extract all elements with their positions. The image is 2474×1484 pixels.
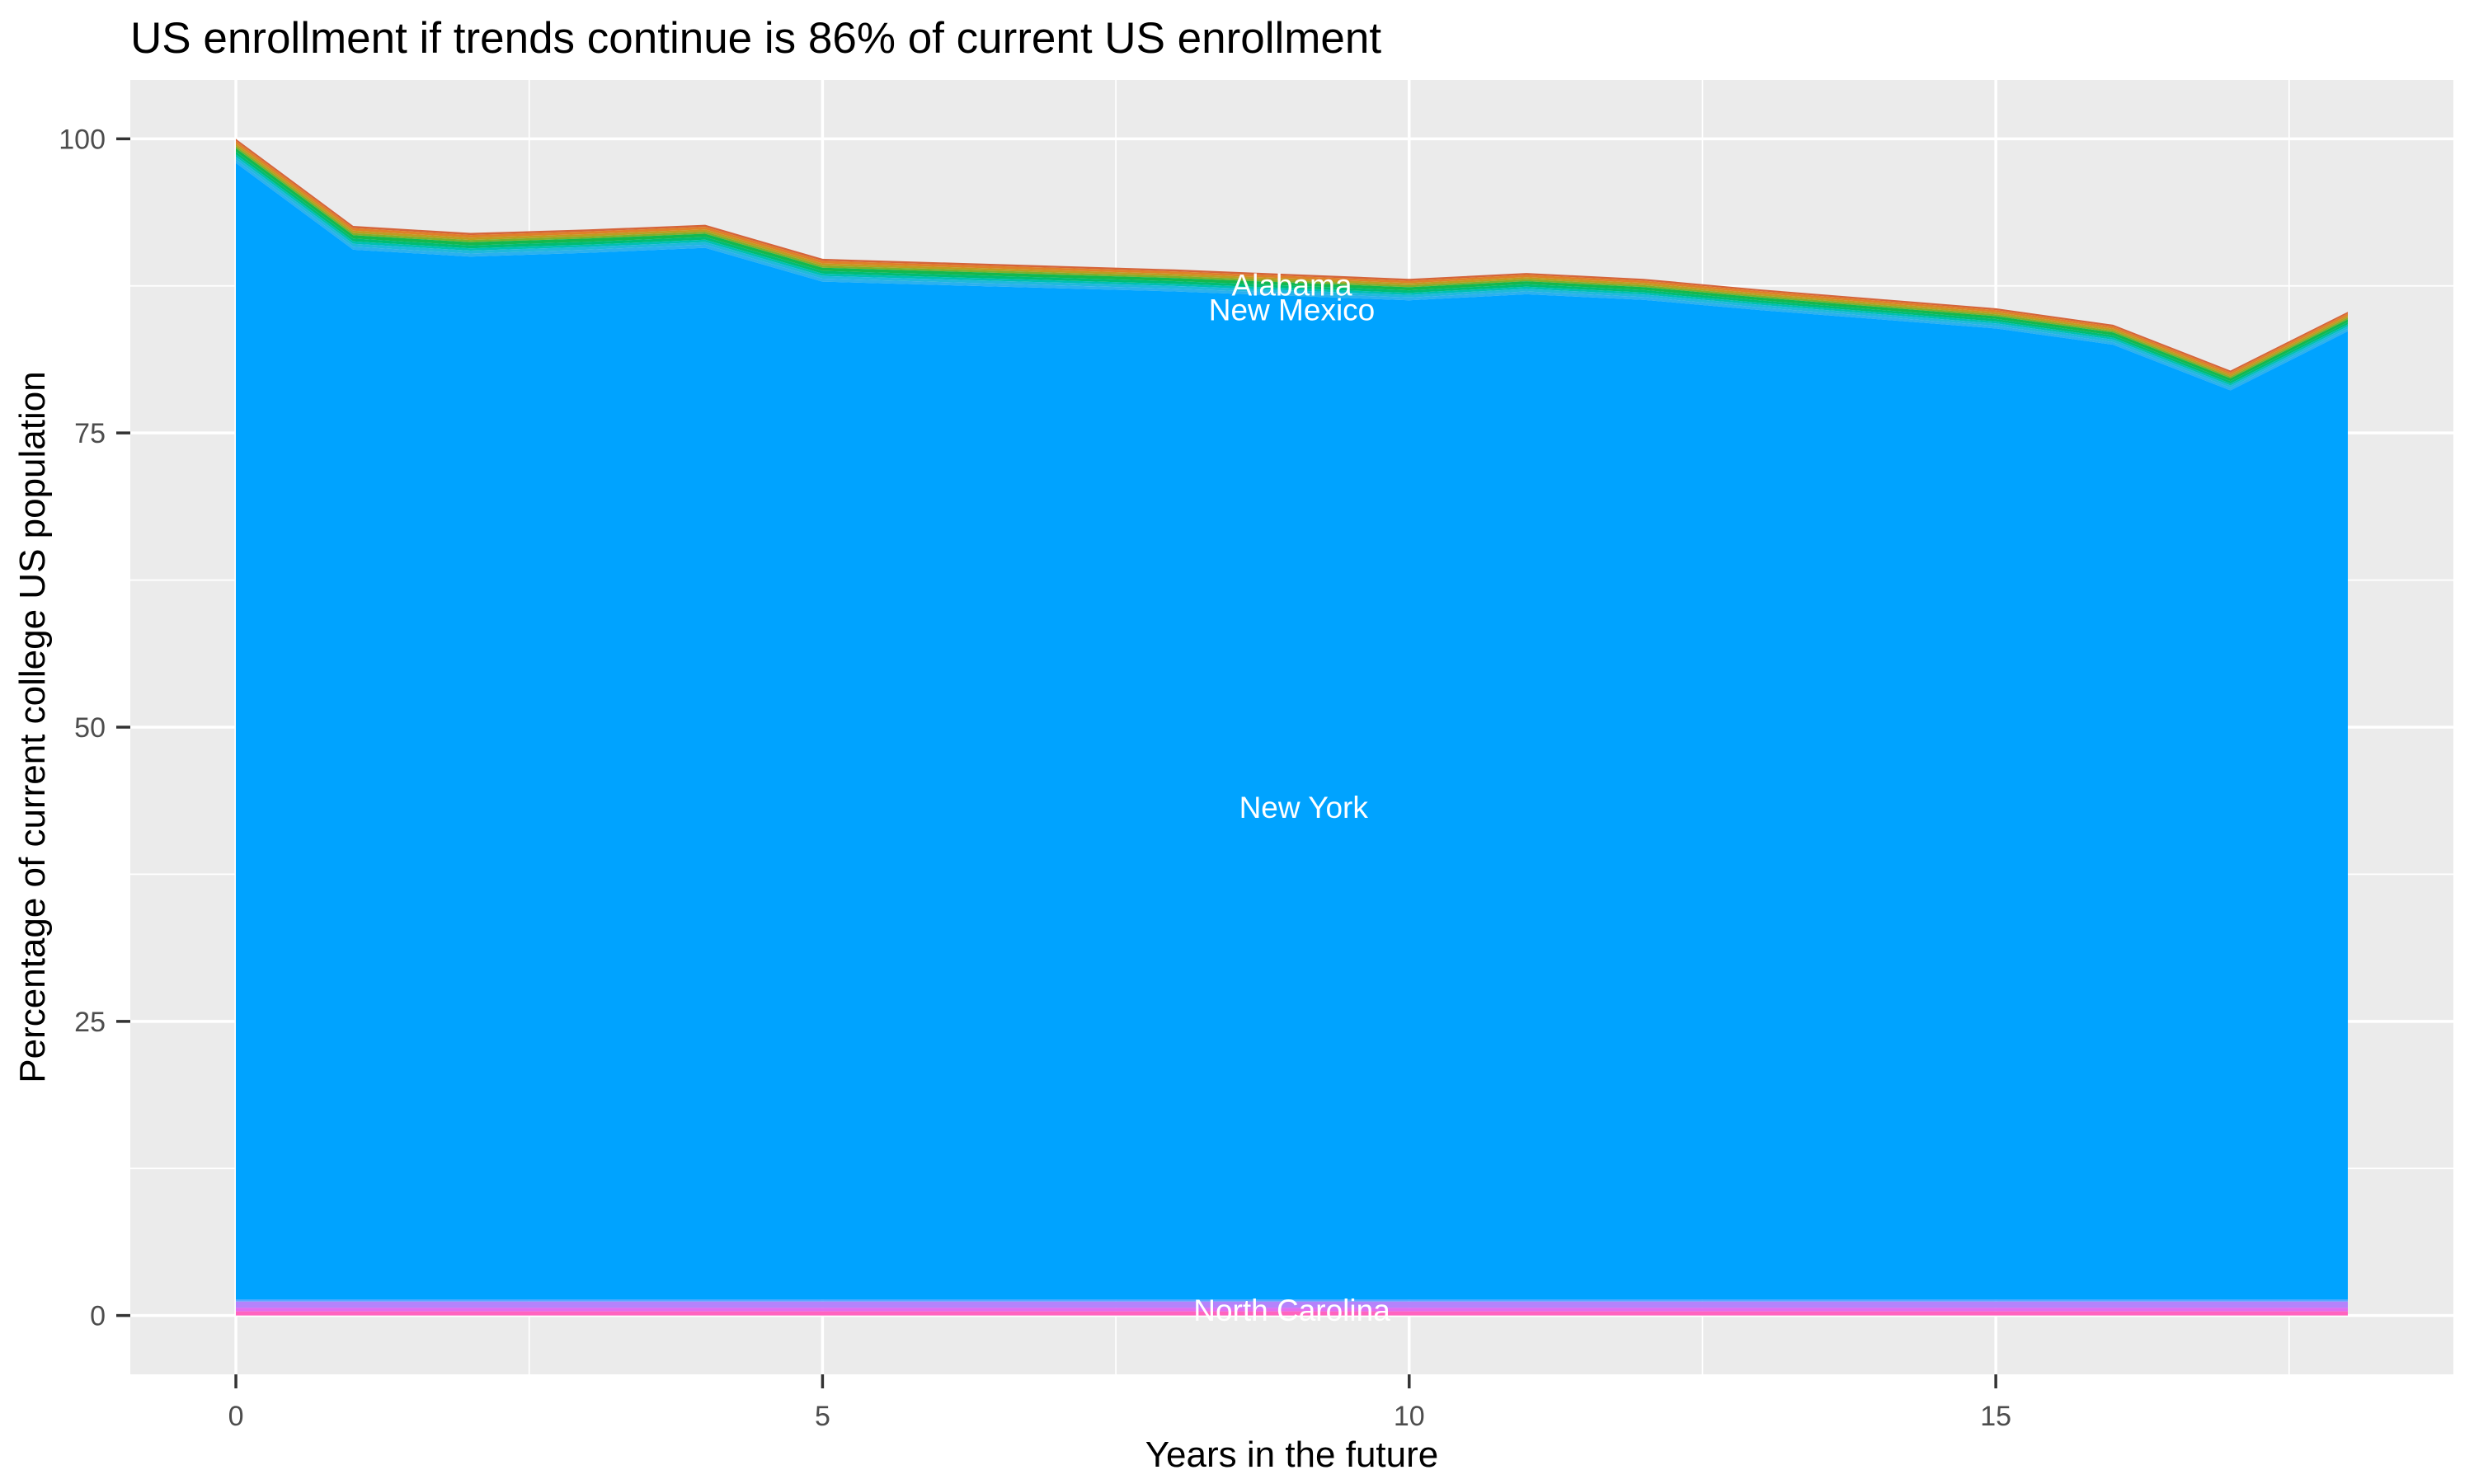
area-band-bottom-1 [236,1301,2348,1308]
area-band-new-york [236,162,2348,1300]
y-tick-label: 25 [74,1007,106,1038]
y-tick-label: 75 [74,418,106,449]
area-label-new-mexico: New Mexico [1209,293,1376,326]
area-band-bottom-3 [236,1311,2348,1316]
y-tick-label: 0 [90,1301,106,1332]
area-band-bottom-2 [236,1308,2348,1312]
x-tick-label: 0 [228,1401,244,1432]
area-label-alabama: Alabama [1231,268,1352,302]
y-tick-label: 50 [74,712,106,744]
area-band-bottom-0 [236,1299,2348,1302]
plot-title: US enrollment if trends continue is 86% … [130,14,1382,63]
y-tick-label: 100 [59,124,106,155]
y-axis-title: Percentage of current college US populat… [12,371,53,1083]
x-tick-label: 10 [1394,1401,1425,1432]
x-axis-title: Years in the future [1145,1435,1439,1475]
x-tick-label: 5 [815,1401,830,1432]
area-label-new-york: New York [1239,791,1369,824]
area-label-north-carolina: North Carolina [1193,1294,1390,1327]
x-tick-label: 15 [1980,1401,2011,1432]
